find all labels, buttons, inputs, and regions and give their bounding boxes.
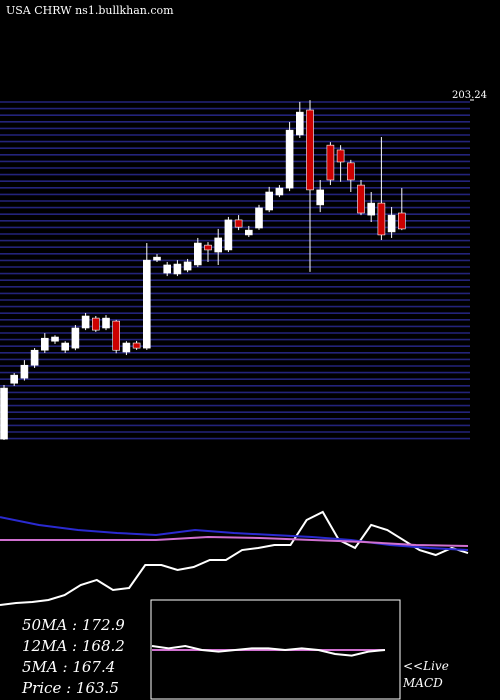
candle-body — [234, 219, 243, 228]
candle-body — [265, 191, 274, 211]
candle-body — [81, 315, 90, 329]
candle-body — [143, 259, 151, 349]
candle-body — [92, 317, 100, 331]
candle-body — [367, 202, 376, 216]
candle-body — [132, 342, 141, 349]
candle-body — [153, 256, 161, 261]
candle-body — [20, 364, 29, 379]
series-line — [0, 510, 469, 607]
candle-body — [285, 129, 294, 189]
candle-body — [336, 149, 345, 163]
candle-body — [183, 261, 192, 271]
candle-body — [173, 263, 182, 275]
candle-body — [40, 337, 49, 351]
ma-label: 12MA : 168.2 — [22, 637, 125, 655]
candle-body — [112, 320, 120, 351]
candle-body — [326, 144, 335, 181]
candle-body — [275, 187, 284, 196]
macd-label: <<Live — [403, 659, 449, 673]
candle-body — [387, 214, 396, 233]
candle-body — [214, 237, 222, 253]
candle-body — [397, 212, 406, 230]
candle-body — [245, 229, 253, 236]
series-line — [151, 644, 386, 657]
candle-body — [357, 184, 365, 214]
candle-body — [71, 327, 80, 349]
candle-body — [224, 219, 233, 251]
candle-body — [346, 162, 355, 181]
candle-body — [194, 242, 202, 266]
candle-body — [163, 264, 171, 274]
candle-body — [295, 111, 304, 136]
candle-body — [10, 374, 18, 384]
candle-body — [30, 349, 39, 366]
candle-body — [316, 189, 325, 206]
candle-body — [306, 109, 314, 191]
candle-body — [122, 342, 131, 353]
macd-box — [150, 599, 401, 700]
ma-label: 50MA : 172.9 — [22, 616, 125, 634]
macd-label: MACD — [402, 676, 443, 690]
candle-body — [255, 207, 263, 229]
series-line — [0, 516, 469, 552]
ma-label: Price : 163.5 — [21, 679, 119, 697]
ma-label: 5MA : 167.4 — [22, 658, 115, 676]
chart-title: USA CHRW ns1.bullkhan.com — [6, 4, 174, 17]
candle-body — [204, 244, 212, 251]
y-tick-label: 203.24 — [452, 90, 487, 101]
candle-body — [0, 387, 8, 440]
candle-body — [61, 342, 70, 351]
candle-body — [377, 202, 386, 236]
candle-body — [102, 317, 110, 329]
series-line — [0, 535, 469, 547]
candle-body — [51, 336, 59, 342]
